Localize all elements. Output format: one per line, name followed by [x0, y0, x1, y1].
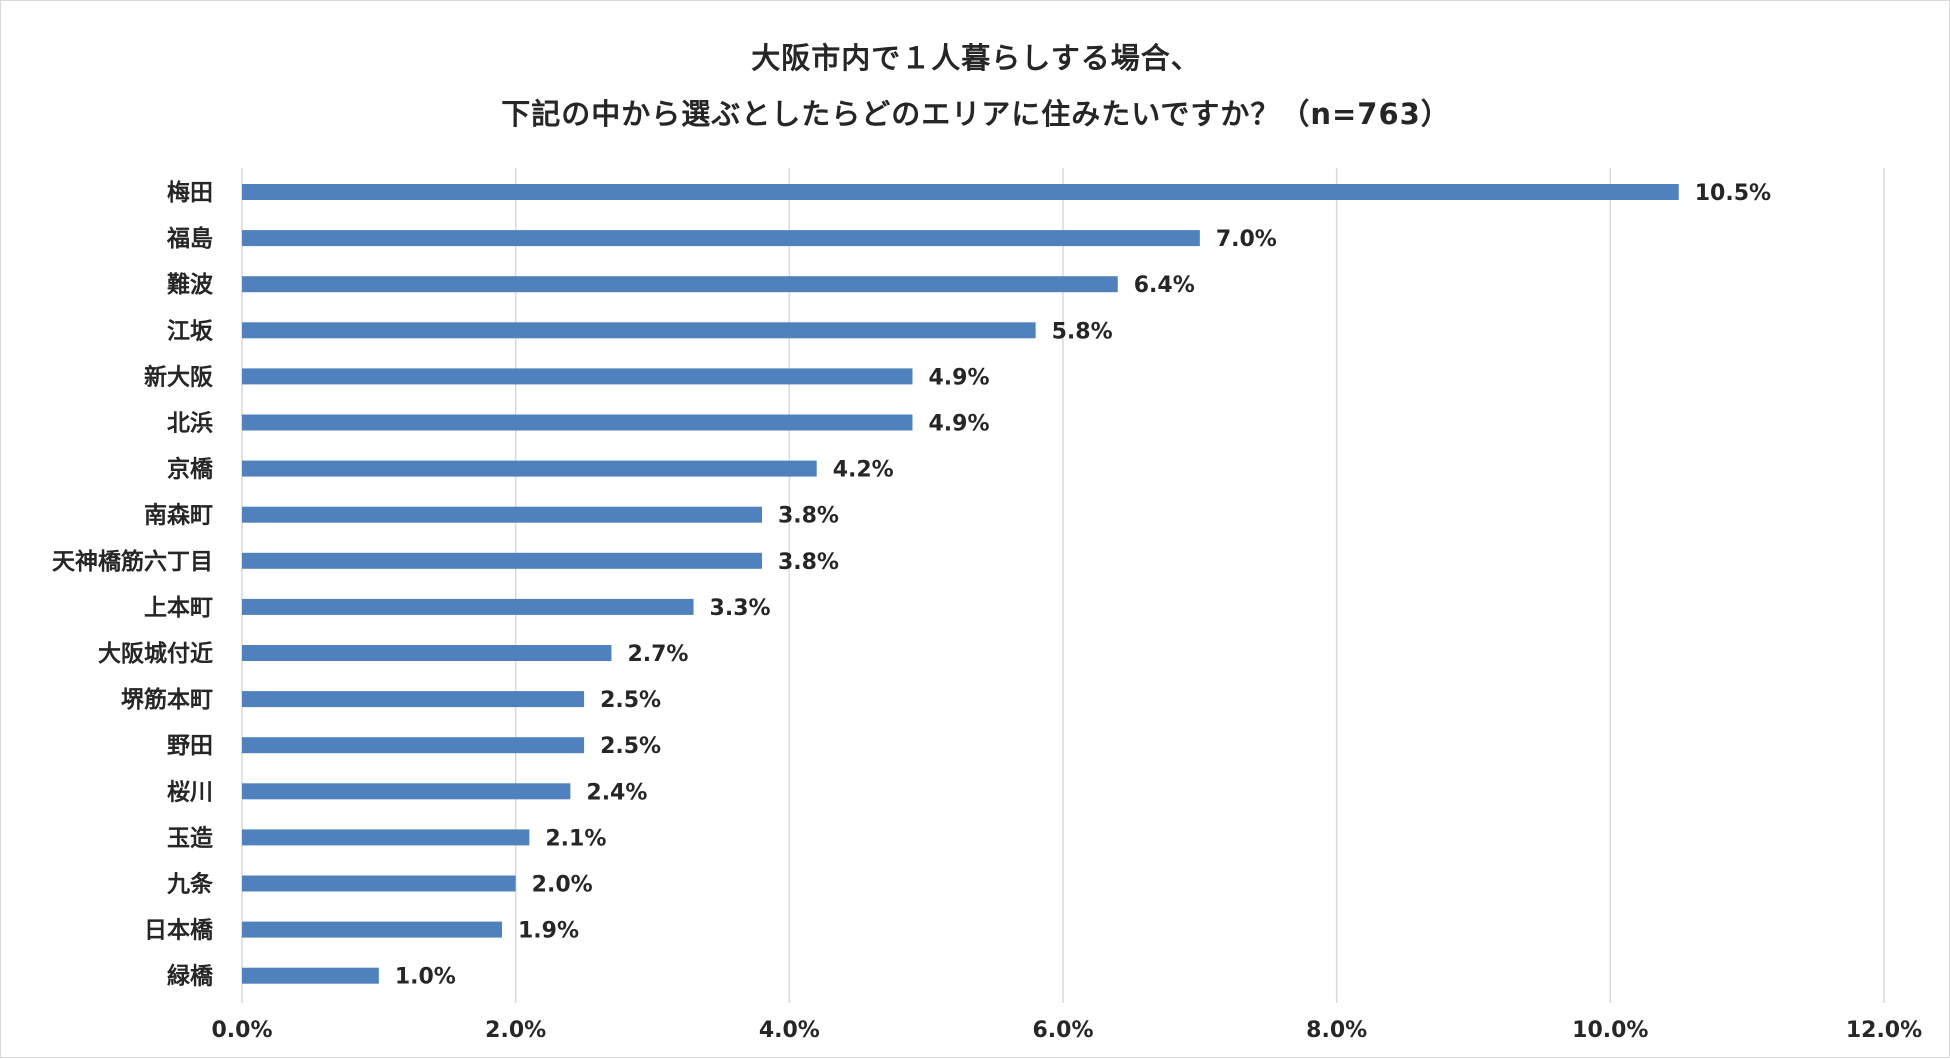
- data-label: 4.9%: [928, 412, 989, 437]
- category-label: 堺筋本町: [121, 686, 213, 713]
- x-tick-label: 6.0%: [1032, 1018, 1093, 1043]
- x-tick-label: 0.0%: [211, 1018, 272, 1043]
- bar: [242, 921, 502, 938]
- data-label: 4.9%: [928, 365, 989, 390]
- chart-title-line-2: 下記の中から選ぶとしたらどのエリアに住みたいですか？（n=763）: [501, 97, 1451, 131]
- data-label: 10.5%: [1695, 181, 1771, 206]
- bar: [242, 460, 817, 477]
- category-label: 緑橋: [167, 963, 214, 990]
- category-label: 日本橋: [144, 918, 214, 944]
- bar: [242, 829, 530, 846]
- data-label: 1.0%: [395, 965, 456, 990]
- data-label: 2.5%: [600, 688, 661, 713]
- bar: [242, 691, 585, 708]
- bar: [242, 783, 571, 800]
- bar: [242, 322, 1036, 339]
- category-label: 玉造: [167, 825, 214, 851]
- category-label: 北浜: [167, 411, 213, 437]
- data-label: 1.9%: [518, 919, 579, 944]
- category-label: 難波: [167, 271, 214, 298]
- bar: [242, 552, 762, 569]
- data-label: 3.8%: [778, 504, 839, 529]
- category-label: 桜川: [167, 779, 213, 805]
- category-label: 新大阪: [144, 363, 213, 390]
- category-label: 江坂: [167, 318, 214, 344]
- data-label: 2.4%: [586, 780, 647, 805]
- category-label: 福島: [166, 225, 213, 252]
- bar: [242, 737, 585, 754]
- bar: [242, 598, 694, 615]
- bar: [242, 506, 762, 523]
- bar: [242, 184, 1679, 200]
- chart-title-line-1: 大阪市内で１人暮らしする場合、: [751, 41, 1201, 75]
- data-label: 4.2%: [833, 458, 894, 483]
- x-tick-label: 10.0%: [1572, 1018, 1648, 1043]
- x-tick-label: 4.0%: [759, 1018, 820, 1043]
- data-label: 2.7%: [627, 642, 688, 667]
- category-label: 梅田: [167, 179, 213, 206]
- bar: [242, 645, 612, 661]
- data-label: 2.1%: [545, 826, 606, 851]
- bar: [242, 875, 516, 892]
- x-tick-label: 2.0%: [485, 1018, 546, 1043]
- x-tick-label: 8.0%: [1306, 1018, 1367, 1043]
- bar: [242, 276, 1118, 293]
- category-label: 天神橋筋六丁目: [52, 548, 213, 575]
- category-label: 野田: [167, 733, 213, 759]
- data-label: 5.8%: [1052, 319, 1113, 344]
- category-label: 大阪城付近: [98, 640, 213, 667]
- bar: [242, 230, 1200, 247]
- data-label: 3.8%: [778, 550, 839, 575]
- data-label: 2.0%: [532, 873, 593, 898]
- category-label: 上本町: [144, 595, 213, 621]
- bar: [242, 414, 913, 431]
- x-tick-label: 12.0%: [1846, 1018, 1922, 1043]
- data-label: 6.4%: [1134, 273, 1195, 298]
- category-label: 九条: [166, 871, 213, 898]
- bar: [242, 368, 913, 385]
- bar: [242, 967, 379, 984]
- category-label: 京橋: [167, 456, 214, 483]
- category-label: 南森町: [144, 502, 213, 529]
- data-label: 3.3%: [710, 596, 771, 621]
- data-label: 7.0%: [1216, 227, 1277, 252]
- data-label: 2.5%: [600, 734, 661, 759]
